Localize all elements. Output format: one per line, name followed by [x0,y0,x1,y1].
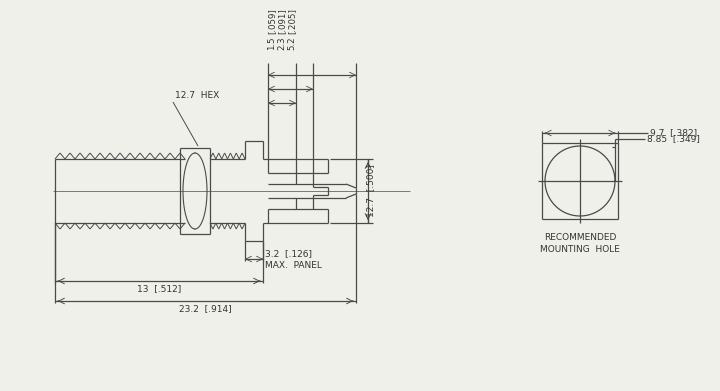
Text: 3.2  [.126]: 3.2 [.126] [265,249,312,258]
Text: 1.5: 1.5 [268,36,276,50]
Text: 9.7  [.382]: 9.7 [.382] [650,129,697,138]
Text: 12.7  HEX: 12.7 HEX [175,91,220,100]
Text: 8.85  [.349]: 8.85 [.349] [647,135,700,143]
Text: 2.3: 2.3 [277,36,287,50]
Text: 13  [.512]: 13 [.512] [137,285,181,294]
Text: [.205]: [.205] [287,8,297,34]
Text: [.059]: [.059] [268,8,276,34]
Text: [.091]: [.091] [277,8,287,34]
Text: MOUNTING  HOLE: MOUNTING HOLE [540,244,620,253]
Text: MAX.  PANEL: MAX. PANEL [265,260,322,269]
Text: 5.2: 5.2 [287,36,297,50]
Text: 12.7  [.500]: 12.7 [.500] [366,165,376,217]
Text: 23.2  [.914]: 23.2 [.914] [179,305,232,314]
Text: RECOMMENDED: RECOMMENDED [544,233,616,242]
